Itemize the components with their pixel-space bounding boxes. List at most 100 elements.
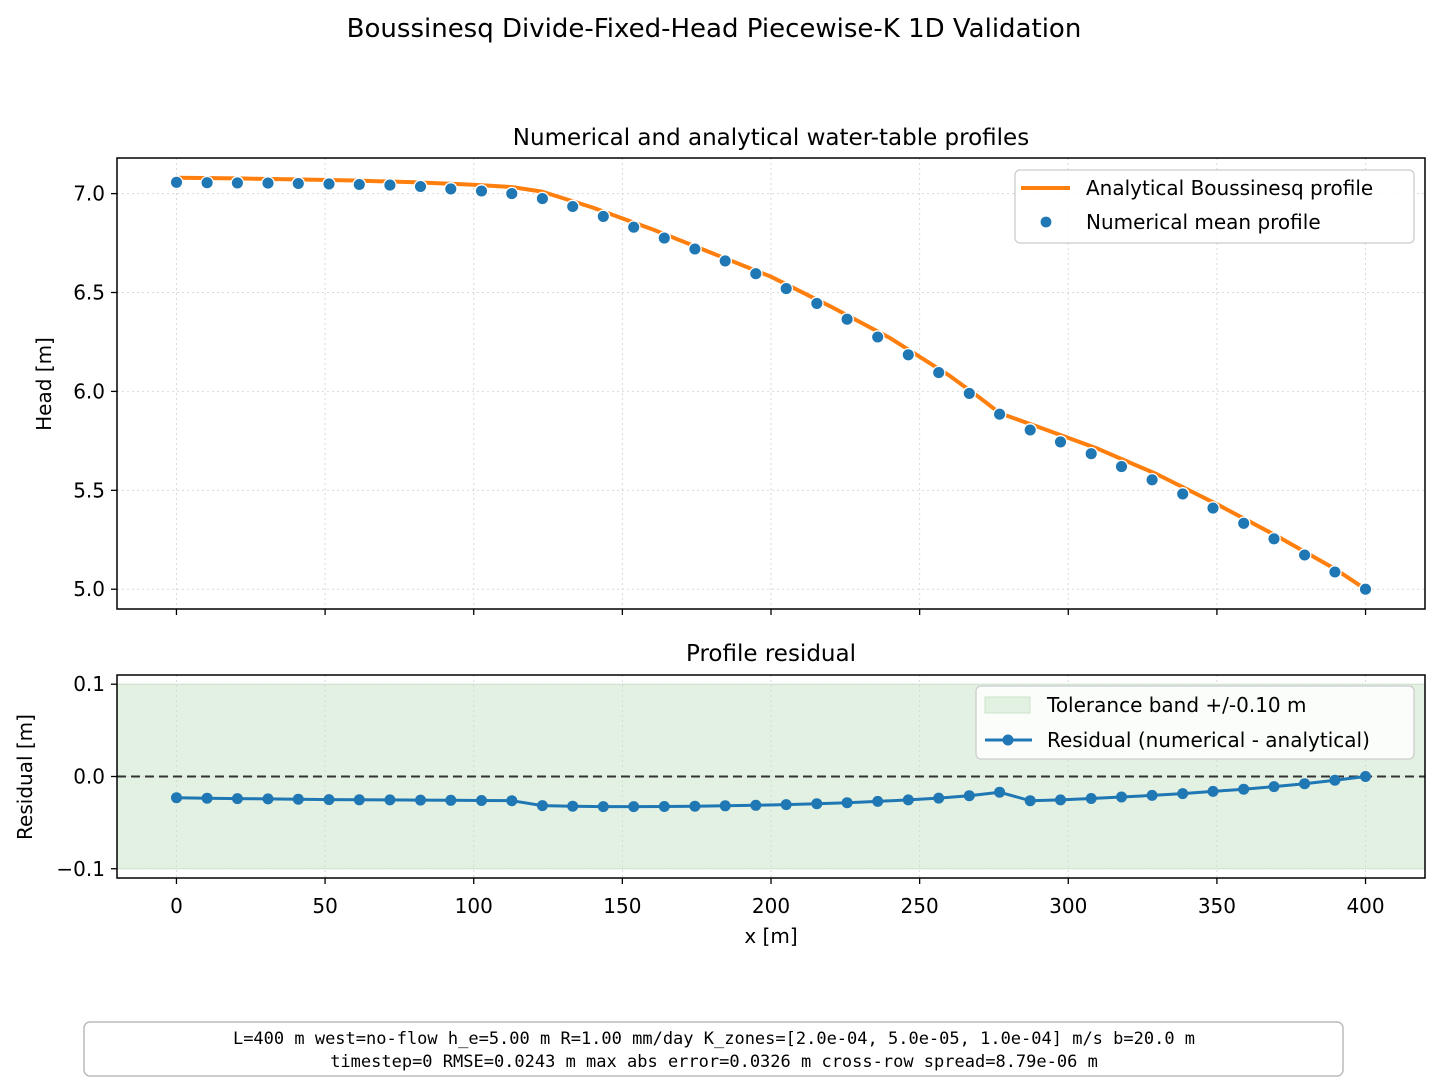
bottom-x-tick-label: 0 xyxy=(170,894,183,918)
numerical-profile-point xyxy=(383,178,397,192)
numerical-profile-point xyxy=(291,176,306,191)
numerical-profile-point xyxy=(261,176,275,190)
residual-point xyxy=(841,797,853,809)
footer-info: L=400 m west=no-flow h_e=5.00 m R=1.00 m… xyxy=(83,1021,1344,1077)
numerical-profile-point xyxy=(1023,423,1038,437)
residual-point xyxy=(1085,793,1097,804)
residual-point xyxy=(567,800,579,812)
bottom-panel-ylabel: Residual [m] xyxy=(13,714,37,840)
residual-point xyxy=(1360,771,1371,782)
bottom-x-tick-label: 200 xyxy=(752,894,790,918)
top-legend-box xyxy=(1014,169,1415,244)
residual-point xyxy=(658,801,670,812)
numerical-profile-point xyxy=(931,365,946,380)
bottom-y-tick-label: −0.1 xyxy=(56,857,105,881)
residual-point xyxy=(719,800,731,812)
numerical-profile-point xyxy=(626,220,641,235)
residual-point xyxy=(353,794,365,806)
numerical-profile-point xyxy=(322,177,336,191)
residual-point xyxy=(872,795,884,807)
numerical-profile-point xyxy=(474,184,489,198)
residual-point xyxy=(750,799,762,811)
residual-point xyxy=(506,795,518,807)
residual-point xyxy=(933,792,945,804)
residual-point xyxy=(323,794,335,806)
numerical-profile-point xyxy=(718,254,733,268)
residual-point xyxy=(1329,774,1341,786)
numerical-profile-point xyxy=(1145,472,1159,487)
footer-line-1: L=400 m west=no-flow h_e=5.00 m R=1.00 m… xyxy=(233,1029,1195,1049)
numerical-profile-point xyxy=(352,177,367,192)
residual-point xyxy=(780,799,792,811)
numerical-profile-point xyxy=(962,386,977,401)
numerical-profile-point xyxy=(748,266,763,281)
residual-point xyxy=(262,793,274,805)
top-y-tick-label: 7.0 xyxy=(73,182,105,206)
numerical-profile-point xyxy=(169,175,184,190)
residual-point xyxy=(1177,788,1189,800)
numerical-profile-point xyxy=(565,199,580,214)
numerical-profile-point xyxy=(1114,459,1129,474)
numerical-profile-point xyxy=(443,182,458,196)
residual-point xyxy=(1146,789,1158,801)
top-y-tick-label: 6.5 xyxy=(73,281,105,305)
numerical-profile-point xyxy=(1267,531,1281,546)
numerical-profile-point xyxy=(1297,548,1312,562)
top-legend: Analytical Boussinesq profile Numerical … xyxy=(1014,169,1415,244)
residual-point xyxy=(902,794,914,806)
numerical-profile-point xyxy=(840,312,854,327)
residual-point xyxy=(292,793,304,805)
legend-numerical-swatch xyxy=(1039,215,1053,229)
numerical-profile-point xyxy=(870,330,885,344)
bottom-x-tick-label: 50 xyxy=(312,894,337,918)
residual-point xyxy=(1299,778,1311,790)
residual-point xyxy=(201,792,213,804)
numerical-profile-point xyxy=(1206,501,1220,515)
residual-point xyxy=(536,800,548,812)
top-panel-ticks: 5.0 5.5 6.0 6.5 7.0 xyxy=(73,182,1367,615)
residual-point xyxy=(1055,794,1066,806)
residual-point xyxy=(628,801,640,813)
footer-info-box xyxy=(83,1021,1344,1077)
top-panel-plot xyxy=(169,175,1373,597)
numerical-profile-point xyxy=(200,175,214,190)
top-y-tick-label: 5.0 xyxy=(73,577,105,601)
residual-point xyxy=(231,793,243,805)
legend-tolerance-swatch xyxy=(984,696,1031,714)
top-y-tick-label: 5.5 xyxy=(73,478,105,502)
residual-point xyxy=(1024,795,1036,807)
bottom-panel-plot xyxy=(117,771,1425,813)
legend-analytical-label: Analytical Boussinesq profile xyxy=(1086,176,1373,200)
bottom-x-tick-label: 400 xyxy=(1346,894,1384,918)
numerical-profile-point xyxy=(1328,565,1342,579)
bottom-panel-title: Profile residual xyxy=(686,641,856,667)
numerical-profile-point xyxy=(688,242,702,256)
residual-point xyxy=(1268,781,1280,793)
residual-point xyxy=(1238,783,1250,795)
residual-point xyxy=(811,798,823,810)
residual-line xyxy=(176,775,1366,809)
residual-point xyxy=(171,792,182,804)
figure-title: Boussinesq Divide-Fixed-Head Piecewise-K… xyxy=(347,14,1082,44)
residual-point xyxy=(689,800,701,812)
residual-point xyxy=(963,790,975,802)
bottom-x-tick-label: 350 xyxy=(1198,894,1236,918)
analytical-profile-line xyxy=(174,175,1368,592)
numerical-profile-point xyxy=(779,281,794,296)
bottom-legend: Tolerance band +/-0.10 m Residual (numer… xyxy=(975,685,1415,760)
residual-point xyxy=(384,794,396,806)
bottom-panel-xlabel: x [m] xyxy=(744,924,797,948)
numerical-profile-point xyxy=(1053,435,1068,449)
residual-point xyxy=(1116,791,1127,803)
residual-point xyxy=(476,795,487,806)
numerical-profile-point xyxy=(230,176,245,190)
bottom-x-tick-label: 250 xyxy=(901,894,939,918)
top-y-tick-label: 6.0 xyxy=(73,379,105,403)
numerical-profile-point xyxy=(1175,487,1190,501)
numerical-profile-point xyxy=(1236,516,1251,531)
residual-point xyxy=(994,786,1006,798)
bottom-x-tick-label: 300 xyxy=(1049,894,1087,918)
residual-point xyxy=(1207,785,1219,797)
top-panel-title: Numerical and analytical water-table pro… xyxy=(513,125,1029,151)
